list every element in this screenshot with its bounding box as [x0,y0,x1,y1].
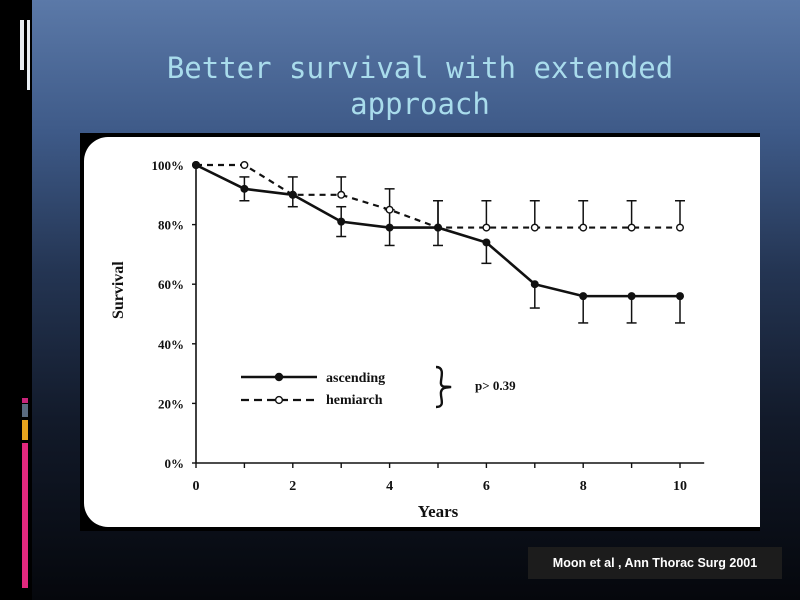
ascending-point [240,184,249,193]
y-tick-label: 40% [158,337,184,352]
x-axis-label: Years [418,502,459,521]
ascending-point [192,161,200,169]
y-tick-label: 60% [158,277,184,292]
hemiarch-point [240,160,249,169]
ascending-point [434,223,442,232]
legend-hemiarch-label: hemiarch [326,393,383,408]
slide-title: Better survival with extended approach [166,51,674,121]
decor-bar-1 [20,20,24,70]
hemiarch-point [579,223,588,232]
ascending-point [288,190,297,199]
legend-hemiarch-marker [274,395,284,405]
ascending-point [337,217,346,226]
ascending-point [579,292,588,301]
decor-bar-6 [22,443,28,588]
p-value-annotation: p> 0.39 [475,378,516,393]
x-tick-label: 4 [386,479,393,494]
y-tick-label: 80% [158,218,184,233]
x-tick-label: 0 [193,479,200,494]
left-decoration-strip [0,0,32,600]
hemiarch-point [676,223,685,232]
x-tick-label: 6 [483,479,490,494]
hemiarch-point [530,223,539,232]
x-tick-label: 2 [289,479,296,494]
citation-label: Moon et al , Ann Thorac Surg 2001 [528,547,782,579]
legend-ascending-label: ascending [326,371,385,386]
ascending-point [627,292,636,301]
x-tick-label: 8 [580,479,587,494]
y-tick-label: 20% [158,396,184,411]
hemiarch-point [337,190,346,199]
decor-bar-3 [22,398,28,403]
decor-bar-2 [27,20,30,90]
ascending-point [482,238,491,247]
legend-brace [435,365,452,409]
y-tick-label: 0% [165,456,185,471]
hemiarch-point [482,223,491,232]
x-tick-label: 10 [673,479,687,494]
hemiarch-point [385,205,394,214]
hemiarch-point [627,223,636,232]
decor-bar-5 [22,420,28,440]
ascending-point [530,280,539,289]
legend-ascending-marker [274,372,284,382]
ascending-point [676,292,684,301]
y-axis-label: Survival [110,261,127,319]
ascending-point [385,223,394,232]
y-tick-label: 100% [152,158,185,173]
decor-bar-4 [22,404,28,417]
